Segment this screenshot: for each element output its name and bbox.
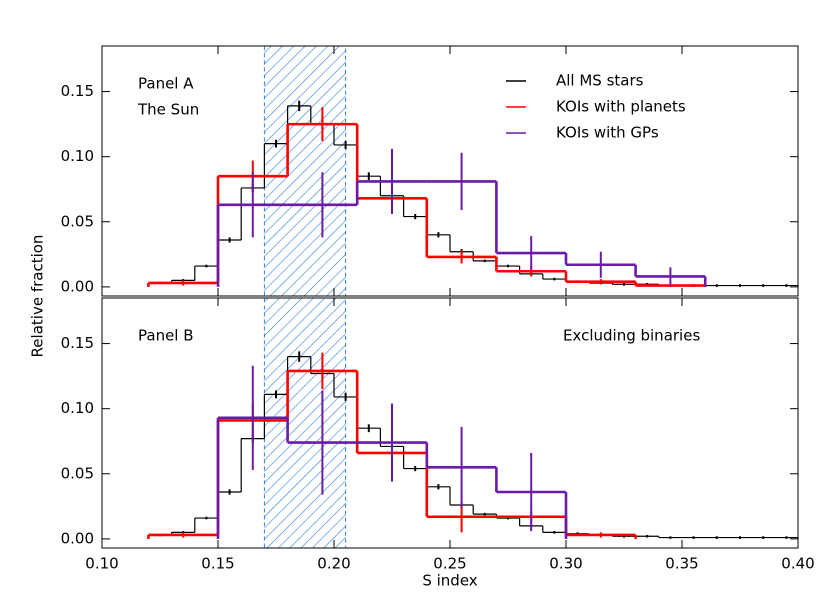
- annotation: Excluding binaries: [563, 327, 700, 345]
- annotation: The Sun: [137, 101, 199, 119]
- y-tick-label: 0.15: [61, 82, 94, 100]
- annotation: Panel B: [138, 327, 194, 345]
- sun-range: [263, 45, 347, 297]
- legend-label: KOIs with GPs: [556, 124, 659, 142]
- x-axis-label: S index: [422, 572, 477, 590]
- x-tick-label: 0.20: [317, 555, 350, 573]
- x-tick-label: 0.10: [85, 555, 118, 573]
- sun-range: [263, 297, 347, 549]
- y-tick-label: 0.15: [61, 334, 94, 352]
- plot-frame: [101, 45, 799, 297]
- legend-label: KOIs with planets: [556, 98, 686, 116]
- x-tick-label: 0.35: [665, 555, 698, 573]
- x-tick-label: 0.15: [201, 555, 234, 573]
- x-tick-label: 0.40: [781, 555, 814, 573]
- y-axis-label: Relative fraction: [29, 235, 47, 358]
- x-tick-label: 0.25: [433, 555, 466, 573]
- plot-frame: [101, 297, 799, 549]
- y-tick-label: 0.00: [61, 529, 94, 547]
- y-tick-label: 0.10: [61, 399, 94, 417]
- legend-label: All MS stars: [556, 72, 644, 90]
- y-tick-label: 0.05: [61, 212, 94, 230]
- y-tick-label: 0.05: [61, 464, 94, 482]
- annotation: Panel A: [138, 75, 194, 93]
- y-tick-label: 0.10: [61, 147, 94, 165]
- y-tick-label: 0.00: [61, 277, 94, 295]
- x-tick-label: 0.30: [549, 555, 582, 573]
